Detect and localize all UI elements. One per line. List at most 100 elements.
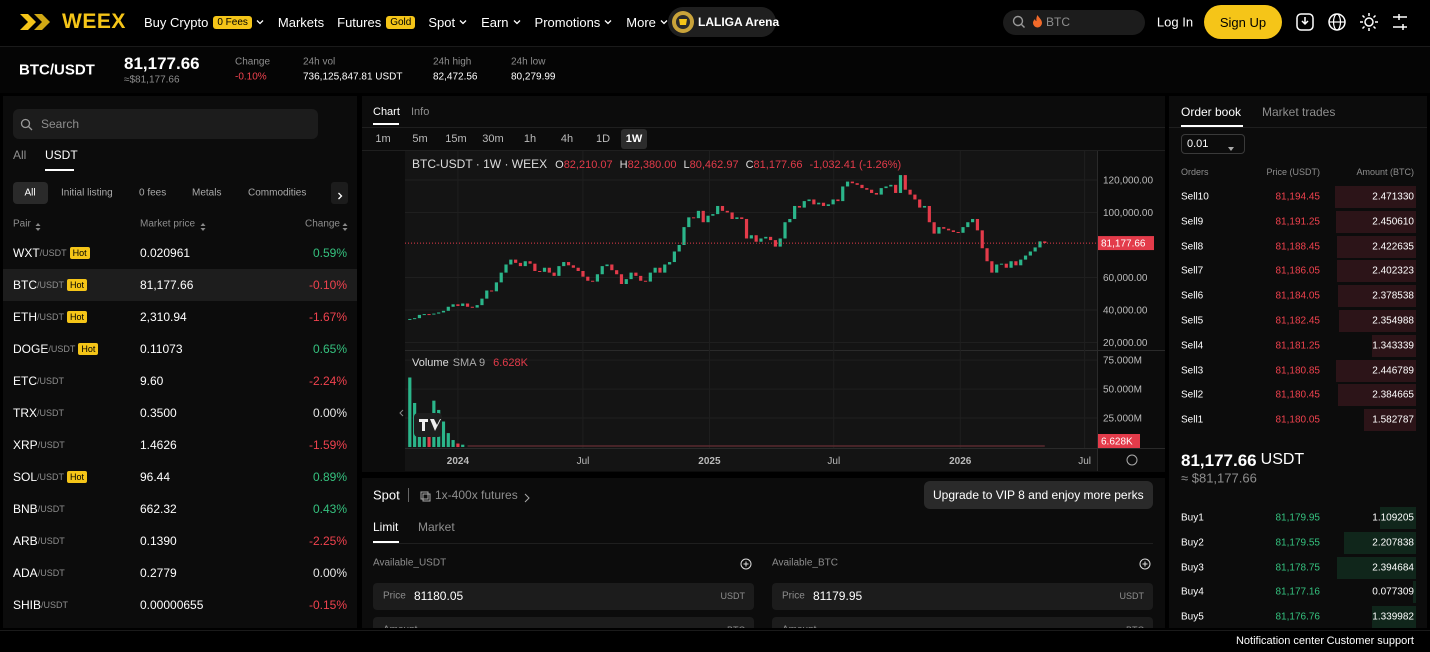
pair-cell[interactable]: XRP/USDT xyxy=(13,438,65,452)
depth-bar xyxy=(1338,310,1416,332)
tab-underline xyxy=(373,541,399,543)
candle-body xyxy=(956,231,960,233)
price-input[interactable] xyxy=(772,583,1153,610)
pair-cell[interactable]: SHIB/USDT xyxy=(13,598,68,612)
nav-label: Earn xyxy=(481,14,509,30)
market-tab[interactable]: USDT xyxy=(45,148,78,162)
footer-bar xyxy=(0,630,1430,652)
nav-item[interactable]: Earn xyxy=(481,15,521,30)
candle-body xyxy=(629,272,633,280)
precision-select[interactable] xyxy=(1181,134,1245,154)
market-search[interactable] xyxy=(13,109,318,139)
nav-item[interactable]: Markets xyxy=(278,15,324,30)
market-price: 0.00000655 xyxy=(140,598,204,612)
nav-item[interactable]: Promotions xyxy=(535,15,614,30)
interval-button[interactable]: 30m xyxy=(482,133,504,145)
market-price: 0.020961 xyxy=(140,246,191,260)
filter-more[interactable] xyxy=(331,182,348,204)
volume-last-tag xyxy=(1098,433,1140,448)
price-input-unit: USDT xyxy=(720,591,746,601)
filter-option[interactable]: Initial listing xyxy=(61,187,113,199)
footer-link[interactable]: Notification center xyxy=(1235,635,1324,647)
order-price: 81,184.05 xyxy=(1275,290,1321,302)
depth-bar xyxy=(1413,581,1416,604)
login-button[interactable]: Log In xyxy=(1156,14,1194,30)
footer-link[interactable]: Customer support xyxy=(1326,635,1414,647)
nav-item[interactable]: More xyxy=(626,15,669,30)
chart-tab[interactable]: Chart xyxy=(373,106,400,118)
pair-base: ARB xyxy=(13,534,38,548)
orderbook-tab[interactable]: Order book xyxy=(1181,105,1242,119)
interval-button[interactable]: 4h xyxy=(560,133,574,145)
vip-banner[interactable]: Upgrade to VIP 8 and enjoy more perks xyxy=(924,481,1153,509)
candle-body xyxy=(812,199,816,205)
order-type-tab[interactable]: Market xyxy=(418,520,455,534)
signup-button[interactable]: Sign Up xyxy=(1204,5,1282,39)
candle-body xyxy=(528,261,532,264)
stat-value: 80,279.99 xyxy=(511,71,556,83)
amount-input[interactable] xyxy=(373,617,754,628)
filter-option[interactable]: All xyxy=(24,187,36,199)
axis-settings xyxy=(1126,454,1138,466)
plus-icon[interactable] xyxy=(1139,557,1151,570)
price-input[interactable] xyxy=(373,583,754,610)
order-price: 81,178.75 xyxy=(1275,562,1321,574)
nav-item[interactable]: Futures Gold xyxy=(337,15,416,30)
nav-item[interactable]: Buy Crypto 0 Fees xyxy=(144,15,265,30)
market-change: -2.24% xyxy=(308,374,347,388)
pair-cell[interactable]: ARB/USDT xyxy=(13,534,65,548)
market-change: 0.00% xyxy=(312,566,347,580)
interval-button[interactable]: 1m xyxy=(375,133,391,145)
chart-tab[interactable]: Info xyxy=(411,106,430,118)
pair-cell[interactable]: ETH/USDT Hot xyxy=(13,310,88,324)
pair-cell[interactable]: ADA/USDT xyxy=(13,566,65,580)
filter-chip[interactable] xyxy=(13,182,48,204)
candle-body xyxy=(514,259,518,263)
trade-spot-tab[interactable]: Spot xyxy=(373,487,400,503)
filter-option[interactable]: 0 fees xyxy=(139,187,167,199)
order-amount: 2.207838 xyxy=(1372,537,1414,549)
candle-body xyxy=(581,270,585,277)
pair-cell[interactable]: TRX/USDT xyxy=(13,406,64,420)
pair-cell[interactable]: WXT/USDT Hot xyxy=(13,246,90,260)
candle-body xyxy=(566,262,571,266)
market-change: 0.89% xyxy=(312,470,347,484)
nav-item[interactable]: Spot xyxy=(428,15,468,30)
futures-arrow xyxy=(523,490,531,503)
logo-text: WEEX xyxy=(62,10,126,33)
interval-button[interactable]: 1D xyxy=(595,133,611,145)
interval-button[interactable]: 1W xyxy=(625,133,643,145)
search-icon xyxy=(1012,15,1025,28)
pair-cell[interactable]: BTC/USDT Hot xyxy=(13,278,88,292)
candle-body xyxy=(533,263,537,271)
plus-icon[interactable] xyxy=(740,557,752,570)
candle-body xyxy=(437,312,441,314)
interval-button[interactable]: 15m xyxy=(445,133,467,145)
market-price: 81,177.66 xyxy=(140,278,194,292)
last-price-tag xyxy=(1098,236,1154,251)
market-tab[interactable]: All xyxy=(13,148,27,162)
pair-cell[interactable]: DOGE/USDT Hot xyxy=(13,342,99,356)
pair-cell[interactable]: SOL/USDT Hot xyxy=(13,470,88,484)
mid-price: 81,177.66 USDT xyxy=(1181,451,1304,471)
book-header: Amount (BTC) xyxy=(1356,167,1414,177)
amount-input[interactable] xyxy=(772,617,1153,628)
order-type-tab[interactable]: Limit xyxy=(373,520,399,534)
candle-body xyxy=(773,240,777,247)
candle-body xyxy=(894,184,898,193)
candle-body xyxy=(865,188,869,190)
pair-base: WXT xyxy=(13,246,40,260)
candle-body xyxy=(643,280,648,282)
pair-cell[interactable]: ETC/USDT xyxy=(13,374,64,388)
filter-option[interactable]: Metals xyxy=(192,187,222,199)
depth-bar xyxy=(1335,210,1416,233)
divider xyxy=(1169,127,1427,128)
nav-icons[interactable] xyxy=(1295,12,1415,32)
interval-button[interactable]: 1h xyxy=(523,133,537,145)
interval-button[interactable]: 5m xyxy=(412,133,428,145)
filter-option[interactable]: Commodities xyxy=(248,187,307,199)
orderbook-tab[interactable]: Market trades xyxy=(1262,105,1336,119)
futures-link[interactable]: 1x-400x futures xyxy=(435,488,518,502)
pair-cell[interactable]: BNB/USDT xyxy=(13,502,65,516)
search-box[interactable] xyxy=(1003,10,1145,35)
